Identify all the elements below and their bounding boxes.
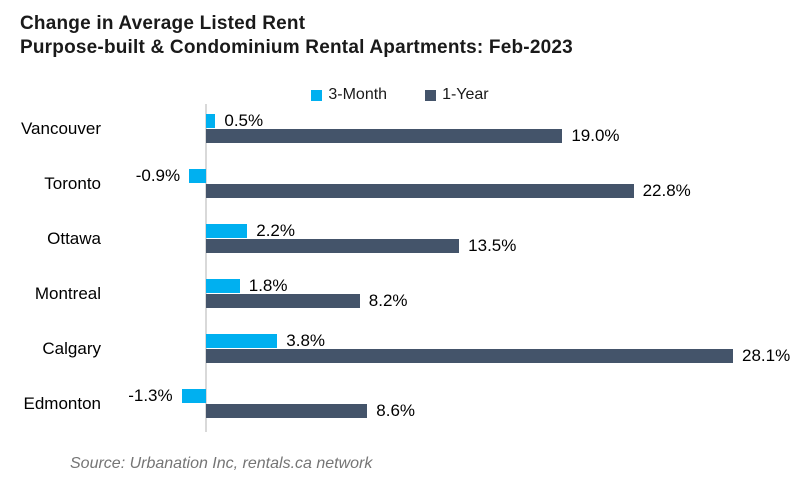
value-label-3-month-calgary: 3.8% (286, 331, 326, 350)
value-label-1-year-edmonton: 8.6% (376, 401, 416, 420)
value-label-1-year-vancouver: 19.0% (571, 126, 620, 145)
bar-3-month-edmonton (181, 389, 206, 403)
bar-3-month-calgary (206, 334, 278, 348)
category-label-montreal: Montreal (34, 284, 101, 303)
legend-swatch-1-year-icon (425, 89, 437, 101)
bar-1-year-edmonton (206, 404, 368, 418)
bar-3-month-ottawa (206, 224, 248, 238)
value-label-3-month-edmonton: -1.3% (128, 386, 173, 405)
category-label-calgary: Calgary (42, 339, 101, 358)
value-label-3-month-vancouver: 0.5% (224, 111, 264, 130)
chart-subtitle: Purpose-built & Condominium Rental Apart… (20, 37, 573, 58)
bar-3-month-toronto (189, 169, 206, 183)
chart-title: Change in Average Listed Rent (20, 13, 306, 34)
value-label-3-month-toronto: -0.9% (135, 166, 181, 185)
legend-item-3-month: 3-Month (311, 86, 387, 104)
value-label-1-year-montreal: 8.2% (368, 291, 408, 310)
bar-1-year-toronto (206, 184, 634, 198)
legend-label-1-year: 1-Year (442, 86, 489, 103)
category-label-ottawa: Ottawa (47, 229, 101, 248)
bar-3-month-montreal (206, 279, 240, 293)
value-label-1-year-calgary: 28.1% (742, 346, 791, 365)
chart-title-block: Change in Average Listed Rent Purpose-bu… (20, 12, 573, 60)
category-label-toronto: Toronto (44, 174, 101, 193)
value-label-3-month-montreal: 1.8% (248, 276, 288, 295)
bar-1-year-ottawa (206, 239, 460, 253)
bar-1-year-vancouver (206, 129, 563, 143)
value-label-1-year-ottawa: 13.5% (468, 236, 517, 255)
legend-swatch-3-month-icon (311, 89, 323, 101)
bar-1-year-montreal (206, 294, 360, 308)
legend: 3-Month 1-Year (0, 86, 800, 104)
value-label-1-year-toronto: 22.8% (642, 181, 691, 200)
source-attribution: Source: Urbanation Inc, rentals.ca netwo… (70, 455, 373, 472)
bar-3-month-vancouver (206, 114, 216, 128)
value-label-3-month-ottawa: 2.2% (256, 221, 295, 240)
category-label-edmonton: Edmonton (23, 394, 102, 413)
legend-item-1-year: 1-Year (425, 86, 489, 104)
legend-label-3-month: 3-Month (328, 86, 388, 103)
bar-1-year-calgary (206, 349, 733, 363)
y-axis-line (205, 104, 207, 432)
category-label-vancouver: Vancouver (20, 119, 101, 138)
